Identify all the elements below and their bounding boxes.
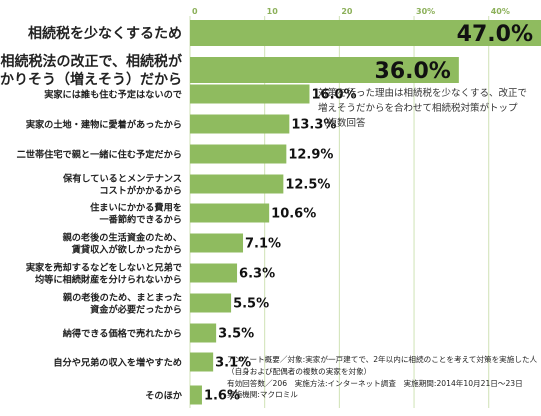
category-labels: 相続税を少なくするため相続税法の改正で、相続税がかかりそう（増えそう）だから実家… [0,25,183,401]
tick-label: 0 [192,7,198,16]
category-label: 相続税法の改正で、相続税がかかりそう（増えそう）だから [0,53,183,88]
value-label: 12.5% [285,178,330,193]
axis-ticks: 0 10 20 30% 40% [192,7,510,16]
bar [190,293,232,313]
category-label: 保有しているとメンテナンスコストがかかるから [62,172,182,196]
value-label: 7.1% [245,237,281,252]
value-label: 16.0% [311,88,356,103]
value-label: 3.1% [215,356,251,371]
survey-notes: アンケート概要／対象:実家が一戸建てで、2年以内に相続のことを考えて対策を実施し… [227,354,537,401]
bar [190,57,459,83]
value-label: 36.0% [375,59,451,84]
bar [190,323,217,343]
category-label: そのほか [145,390,183,401]
category-label: 親の老後の生活資金のため、賃貸収入が欲しかったから [63,231,182,255]
category-label: 実家の土地・建物に愛着があったから [26,118,182,130]
tick-label: 30% [416,7,435,16]
chart-annotation: 対策を行った理由は相続税を少なくする、改正で増えそうだからを合わせて相続税対策が… [318,88,528,129]
value-label: 47.0% [457,22,533,47]
bar [190,233,244,253]
bar [190,203,270,223]
bar [190,84,310,104]
category-label: 親の老後のため、まとまった資金が必要だったから [63,291,182,315]
survey-note-line: 実施機関:マクロミル [227,390,298,400]
category-label: 実家には誰も住む予定はないので [44,88,182,100]
category-label: 自分や兄弟の収入を増やすため [53,356,182,368]
survey-note-line: （自身および配偶者の複数の実家を対象） [227,366,372,376]
value-label: 1.6% [204,389,240,404]
category-label: 納得できる価格で売れたから [63,327,182,339]
survey-note-line: 有効回答数／206 実施方法:インターネット調査 実施期間:2014年10月21… [227,378,523,388]
value-label: 13.3% [291,118,336,133]
bar [190,144,287,164]
survey-note-line: アンケート概要／対象:実家が一戸建てで、2年以内に相続のことを考えて対策を実施し… [227,355,538,364]
value-label: 3.5% [218,327,254,342]
bar [190,20,541,46]
tick-label: 20 [341,7,353,16]
category-label: 住まいにかかる費用を一番節約できるから [90,201,182,225]
value-label: 10.6% [271,207,316,222]
category-label: 実家を売却するなどをしないと兄弟で均等に相続財産を分けられないから [26,261,182,285]
category-label: 相続税を少なくするため [28,25,182,42]
tick-label: 40% [491,7,510,16]
category-label: 二世帯住宅で親と一緒に住む予定だから [17,148,182,160]
bar [190,174,284,194]
value-label: 6.3% [239,267,275,282]
value-label: 5.5% [233,297,269,312]
value-label: 12.9% [288,148,333,163]
tick-label: 10 [267,7,279,16]
bar [190,114,290,134]
bar [190,352,214,372]
bars [190,20,541,405]
bar [190,263,238,283]
value-labels: 47.0%36.0% 16.0% 13.3% 12.9% 12.5% 10.6% 7.1% 6… [204,22,533,404]
bar [190,385,202,405]
